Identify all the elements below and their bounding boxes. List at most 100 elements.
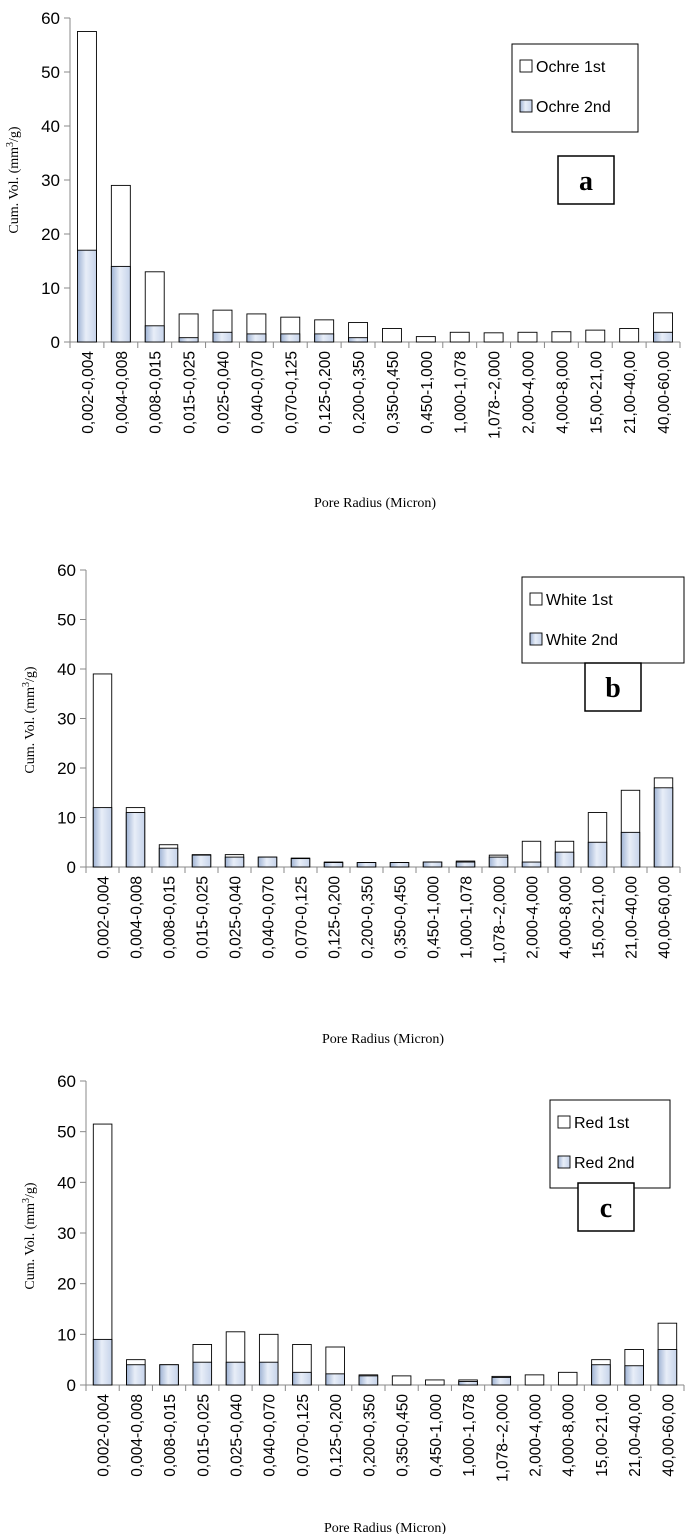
x-tick-label: 0,008-0,015: [162, 1394, 179, 1477]
y-tick-label: 30: [57, 1224, 76, 1243]
x-tick-label: 0,070-0,125: [283, 351, 300, 434]
bar-a-first: [551, 331, 572, 343]
y-tick-label: 60: [57, 561, 76, 580]
bar-c-second: [358, 1375, 379, 1386]
bar-c-second: [126, 1364, 146, 1386]
bar-a-second: [246, 333, 267, 343]
y-tick-label: 10: [41, 279, 60, 298]
y-tick-label: 20: [57, 1275, 76, 1294]
x-axis-title: Pore Radius (Micron): [322, 1032, 444, 1047]
x-tick-label: 1,078--2,000: [494, 1394, 511, 1482]
panel-letter: c: [600, 1193, 612, 1224]
bar-c-second: [624, 1365, 644, 1386]
x-tick-label: 0,025-0,040: [216, 351, 233, 434]
chart-c-svg: 0 10 20 30 40 50 60 0,002-0,004 0,004-0,008 0,008…: [21, 1072, 685, 1534]
bar-b-second: [158, 847, 179, 868]
x-tick-label: 0,002-0,004: [96, 876, 113, 959]
legend-box: [549, 1099, 671, 1189]
legend-swatch: [519, 99, 533, 113]
chart-panel-b: 0 10 20 30 40 50 60 0,002-0,004 0,004-0,008 0,008…: [0, 555, 688, 1055]
y-axis-title: Cum. Vol. (mm3/g): [5, 126, 22, 234]
bar-c-second: [192, 1361, 213, 1386]
y-tick-label: 50: [57, 1123, 76, 1142]
x-tick-label: 0,004-0,008: [114, 351, 131, 434]
x-tick-label: 0,125-0,200: [317, 351, 334, 434]
bar-b-second: [521, 861, 542, 868]
bar-a-first: [415, 336, 436, 343]
bar-c-second: [258, 1361, 279, 1386]
y-tick-label: 0: [67, 1376, 76, 1395]
y-tick-label: 40: [41, 117, 60, 136]
legend-swatch: [557, 1155, 571, 1169]
x-tick-label: 0,004-0,008: [129, 1394, 146, 1477]
bar-a-second: [110, 265, 131, 343]
x-tick-label: 15,00-21,00: [594, 1394, 611, 1477]
x-tick-label: 0,350-0,450: [393, 876, 410, 959]
bar-c-second: [92, 1338, 113, 1386]
y-axis-title: Cum. Vol. (mm3/g): [21, 666, 38, 774]
x-axis-title: Pore Radius (Micron): [324, 1521, 446, 1534]
x-tick-label: 0,040-0,070: [249, 351, 266, 434]
legend-label: White 2nd: [546, 632, 618, 649]
bar-b-second: [323, 862, 344, 868]
bar-a-second: [280, 333, 301, 343]
x-tick-label: 0,350-0,450: [385, 351, 402, 434]
x-tick-label: 0,450-1,000: [428, 1394, 445, 1477]
y-tick-label: 10: [57, 1325, 76, 1344]
x-tick-label: 0,450-1,000: [426, 876, 443, 959]
bar-b-second: [422, 861, 443, 868]
x-tick-label: 0,025-0,040: [229, 1394, 246, 1477]
x-axis-title: Pore Radius (Micron): [314, 496, 436, 511]
x-tick-label: 1,000-1,078: [459, 876, 476, 959]
x-tick-label: 4,000-8,000: [561, 1394, 578, 1477]
x-tick-label: 0,070-0,125: [295, 1394, 312, 1477]
legend-label: Red 1st: [574, 1115, 630, 1132]
bar-c-second: [159, 1364, 179, 1386]
x-tick-label: 0,450-1,000: [419, 351, 436, 434]
bar-b-second: [290, 858, 311, 868]
y-tick-label: 40: [57, 660, 76, 679]
x-tick-label: 1,078--2,000: [487, 351, 504, 439]
bar-c-second: [292, 1371, 312, 1386]
x-tick-label: 0,008-0,015: [148, 351, 165, 434]
bar-c-first: [524, 1374, 545, 1386]
bar-a-first: [382, 328, 402, 343]
y-tick-label: 60: [41, 9, 60, 28]
bar-c-first: [557, 1371, 578, 1386]
panel-letter: a: [579, 166, 593, 197]
bar-b-second: [620, 831, 641, 868]
bar-b-second: [224, 856, 245, 868]
bar-a-second: [212, 331, 233, 343]
x-tick-label: 0,350-0,450: [395, 1394, 412, 1477]
panel-letter-box: [584, 662, 642, 712]
x-tick-label: 21,00-40,00: [624, 876, 641, 959]
legend-label: White 1st: [546, 592, 613, 609]
x-tick-label: 2,000-4,000: [521, 351, 538, 434]
legend-box: [511, 43, 639, 133]
legend-label: Ochre 1st: [536, 59, 606, 76]
bar-b-second: [257, 856, 278, 868]
x-tick-label: 0,200-0,350: [360, 876, 377, 959]
bar-a-second: [348, 337, 368, 343]
y-tick-label: 0: [67, 858, 76, 877]
bar-a-second: [653, 331, 673, 343]
bar-b-second: [356, 862, 377, 868]
x-tick-label: 0,200-0,350: [351, 351, 368, 434]
bar-c-first: [425, 1379, 445, 1386]
legend-swatch: [519, 59, 533, 73]
x-tick-label: 0,125-0,200: [328, 1394, 345, 1477]
x-tick-label: 0,015-0,025: [195, 1394, 212, 1477]
bar-b-second: [191, 854, 212, 868]
x-tick-label: 0,015-0,025: [182, 351, 199, 434]
y-tick-label: 50: [41, 63, 60, 82]
bar-a-second: [77, 249, 97, 343]
bar-a-second: [144, 325, 165, 343]
y-tick-label: 30: [57, 710, 76, 729]
bar-a-first: [483, 332, 504, 343]
y-tick-label: 10: [57, 809, 76, 828]
panel-letter: b: [605, 673, 621, 704]
x-tick-label: 21,00-40,00: [622, 351, 639, 434]
x-tick-label: 1,000-1,078: [461, 1394, 478, 1477]
x-tick-label: 40,00-60,00: [656, 351, 673, 434]
bar-c-second: [657, 1349, 678, 1386]
